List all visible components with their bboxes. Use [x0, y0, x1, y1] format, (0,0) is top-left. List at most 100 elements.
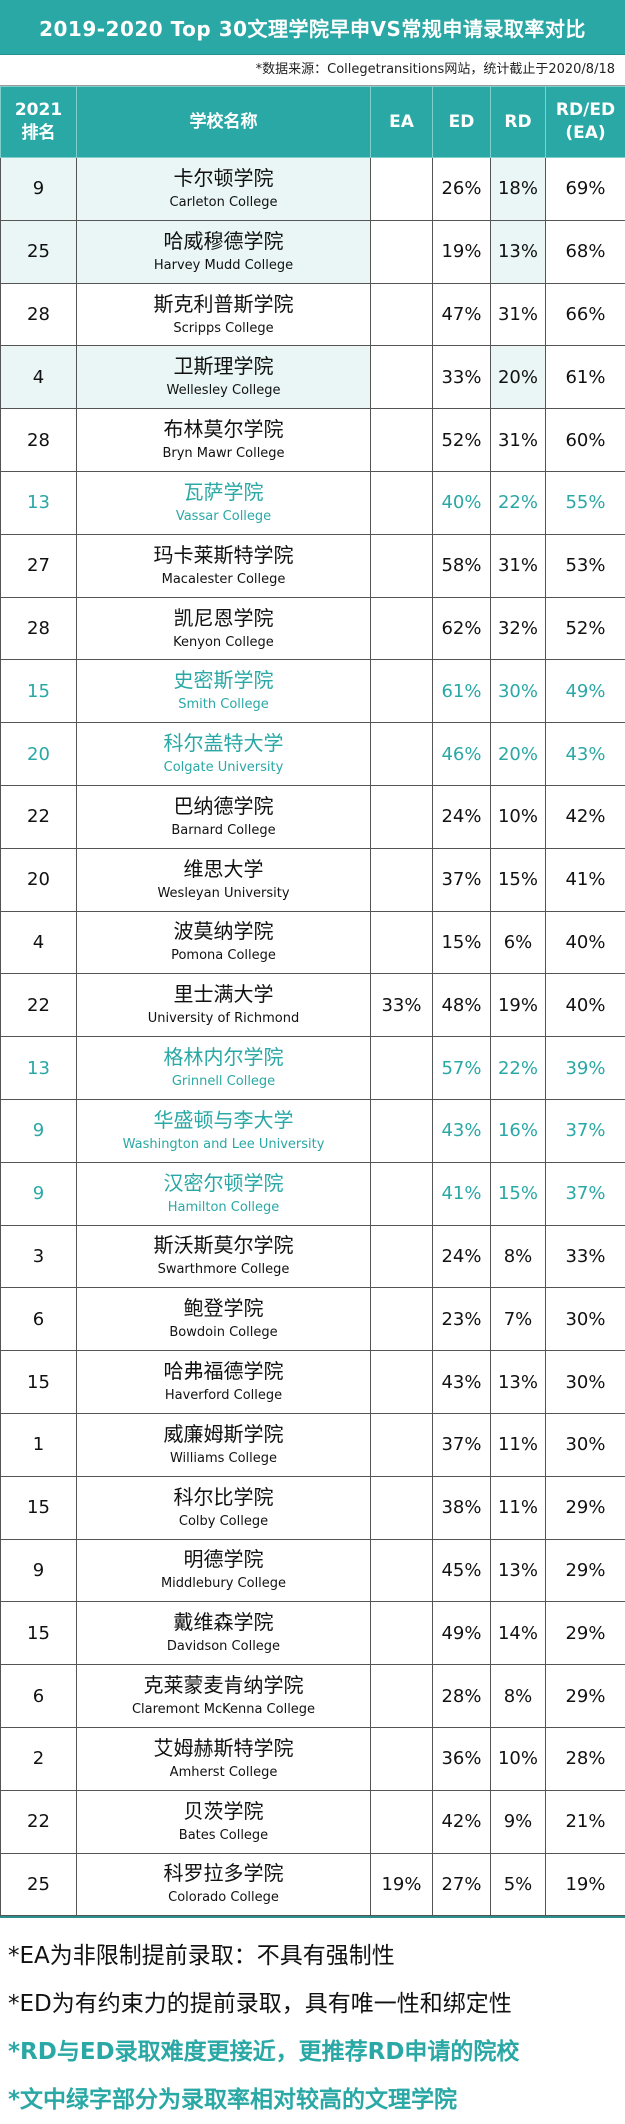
rd-rate-cell: 18%: [491, 158, 546, 221]
school-name-english: Amherst College: [77, 1766, 370, 1781]
rd-ed-ratio-cell: 29%: [546, 1665, 625, 1728]
rd-rate-cell: 8%: [491, 1665, 546, 1728]
rd-rate-cell: 31%: [491, 283, 546, 346]
rd-ed-ratio-cell: 29%: [546, 1539, 625, 1602]
school-name-english: Colby College: [77, 1515, 370, 1530]
school-name-chinese: 卡尔顿学院: [77, 167, 370, 190]
school-name-chinese: 戴维森学院: [77, 1611, 370, 1634]
school-name-chinese: 斯沃斯莫尔学院: [77, 1234, 370, 1257]
ed-rate-cell: 43%: [433, 1351, 491, 1414]
header-rank-label: 排名: [22, 123, 56, 143]
rd-ed-ratio-cell: 42%: [546, 785, 625, 848]
ea-rate-cell: [371, 346, 433, 409]
school-name-english: Vassar College: [77, 510, 370, 525]
rd-rate-cell: 11%: [491, 1413, 546, 1476]
ed-rate-cell: 37%: [433, 1413, 491, 1476]
ea-rate-cell: [371, 1665, 433, 1728]
rank-cell: 15: [1, 660, 77, 723]
ea-rate-cell: [371, 848, 433, 911]
school-name-english: Barnard College: [77, 824, 370, 839]
school-name-chinese: 瓦萨学院: [77, 481, 370, 504]
school-name-english: Haverford College: [77, 1389, 370, 1404]
rd-ed-ratio-cell: 60%: [546, 409, 625, 472]
rd-ed-ratio-cell: 40%: [546, 911, 625, 974]
ed-rate-cell: 48%: [433, 974, 491, 1037]
ed-rate-cell: 52%: [433, 409, 491, 472]
rd-ed-ratio-cell: 30%: [546, 1288, 625, 1351]
rank-cell: 22: [1, 785, 77, 848]
rd-ed-ratio-cell: 33%: [546, 1225, 625, 1288]
school-name-english: Washington and Lee University: [77, 1138, 370, 1153]
ed-rate-cell: 36%: [433, 1727, 491, 1790]
school-name-chinese: 格林内尔学院: [77, 1046, 370, 1069]
school-name-english: Claremont McKenna College: [77, 1703, 370, 1718]
school-name-chinese: 波莫纳学院: [77, 920, 370, 943]
school-name-english: Grinnell College: [77, 1075, 370, 1090]
header-school-name: 学校名称: [77, 87, 371, 158]
rank-cell: 6: [1, 1288, 77, 1351]
rd-rate-cell: 15%: [491, 1162, 546, 1225]
rd-ed-ratio-cell: 43%: [546, 723, 625, 786]
rd-ed-ratio-cell: 21%: [546, 1790, 625, 1853]
rank-cell: 1: [1, 1413, 77, 1476]
footnote-line: *文中绿字部分为录取率相对较高的文理学院: [8, 2076, 625, 2124]
school-name-english: Bowdoin College: [77, 1326, 370, 1341]
rd-rate-cell: 32%: [491, 597, 546, 660]
rank-cell: 28: [1, 409, 77, 472]
ed-rate-cell: 42%: [433, 1790, 491, 1853]
footnote-line: *ED为有约束力的提前录取，具有唯一性和绑定性: [8, 1980, 625, 2028]
school-name-cell: 科尔比学院 Colby College: [77, 1476, 371, 1539]
header-ea: EA: [371, 87, 433, 158]
rd-ed-ratio-cell: 52%: [546, 597, 625, 660]
rd-rate-cell: 22%: [491, 471, 546, 534]
ed-rate-cell: 61%: [433, 660, 491, 723]
school-name-chinese: 科尔比学院: [77, 1486, 370, 1509]
school-name-chinese: 巴纳德学院: [77, 795, 370, 818]
ea-rate-cell: [371, 1037, 433, 1100]
ed-rate-cell: 24%: [433, 1225, 491, 1288]
page-title: 2019-2020 Top 30文理学院早申VS常规申请录取率对比: [0, 0, 625, 55]
ea-rate-cell: 33%: [371, 974, 433, 1037]
header-ratio: RD/ED (EA): [546, 87, 625, 158]
ed-rate-cell: 49%: [433, 1602, 491, 1665]
school-name-english: Wesleyan University: [77, 887, 370, 902]
rd-rate-cell: 20%: [491, 723, 546, 786]
rank-cell: 15: [1, 1476, 77, 1539]
ea-rate-cell: [371, 597, 433, 660]
rd-rate-cell: 11%: [491, 1476, 546, 1539]
rd-rate-cell: 8%: [491, 1225, 546, 1288]
rank-cell: 4: [1, 346, 77, 409]
footnote-line: *RD与ED录取难度更接近，更推荐RD申请的院校: [8, 2028, 625, 2076]
rd-ed-ratio-cell: 40%: [546, 974, 625, 1037]
rank-cell: 4: [1, 911, 77, 974]
ed-rate-cell: 57%: [433, 1037, 491, 1100]
ea-rate-cell: [371, 1727, 433, 1790]
ed-rate-cell: 45%: [433, 1539, 491, 1602]
school-name-english: Harvey Mudd College: [77, 259, 370, 274]
school-name-english: Swarthmore College: [77, 1263, 370, 1278]
ea-rate-cell: [371, 1162, 433, 1225]
rd-ed-ratio-cell: 49%: [546, 660, 625, 723]
